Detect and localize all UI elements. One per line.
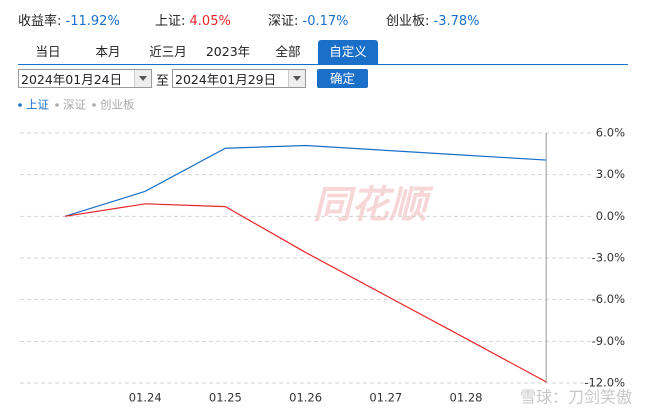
date-from[interactable]: 2024年01月24日 [18, 69, 152, 88]
separator: 至 [156, 74, 170, 89]
stat: 深证: -0.17% [268, 10, 349, 29]
stat-value: -0.17% [302, 14, 349, 29]
legend-dot [92, 103, 96, 107]
stat-label: 收益率: [18, 14, 62, 29]
line [64, 203, 547, 383]
date-text: 2024年01月24日 [21, 72, 123, 87]
y-tick-label: -3.0% [592, 251, 625, 265]
stat: 收益率: -11.92% [18, 10, 120, 29]
y-tick-label: -9.0% [592, 334, 625, 348]
x-tick-label: 01.28 [450, 391, 483, 405]
x-tick-label: 01.24 [129, 391, 162, 405]
y-tick-label: 6.0% [596, 126, 625, 140]
tab[interactable]: 2023年 [205, 44, 251, 59]
y-tick-label: 3.0% [596, 167, 625, 181]
tab[interactable]: 本月 [95, 44, 121, 59]
date-to[interactable]: 2024年01月29日 [172, 69, 306, 88]
tabs: 当日 本月 近三月 2023年 全部 自定义 [18, 40, 628, 65]
legend-label[interactable]: 创业板 [100, 98, 135, 112]
y-tick-label: -6.0% [592, 292, 625, 306]
tab[interactable]: 当日 [35, 44, 61, 59]
x-tick-label: 01.26 [289, 391, 322, 405]
legend-dot [18, 103, 22, 107]
y-tick-label: -12.0% [584, 376, 625, 390]
stat: 上证: 4.05% [155, 10, 231, 29]
tab[interactable]: 近三月 [149, 44, 187, 59]
legend-label[interactable]: 上证 [26, 98, 49, 112]
watermark: 同花顺 [313, 183, 434, 227]
stat: 创业板: -3.78% [386, 10, 480, 29]
line [64, 144, 547, 217]
stat-value: -11.92% [65, 14, 120, 29]
date-text: 2024年01月29日 [175, 72, 277, 87]
tab[interactable]: 全部 [275, 44, 301, 59]
legend-label[interactable]: 深证 [63, 98, 86, 112]
stat-label: 上证: [155, 14, 186, 29]
stat-value: -3.78% [433, 14, 480, 29]
y-tick-label: 0.0% [596, 209, 625, 223]
tab[interactable]: 自定义 [318, 40, 378, 64]
legend-dot [55, 103, 59, 107]
stat-label: 深证: [268, 14, 299, 29]
stat-label: 创业板: [386, 14, 430, 29]
confirm-button[interactable]: 确定 [317, 69, 368, 88]
x-tick-label: 01.27 [369, 391, 402, 405]
stat-value: 4.05% [189, 14, 231, 29]
x-tick-label: 01.25 [209, 391, 242, 405]
credit: 雪球：刀剑笑傲 [520, 388, 632, 407]
